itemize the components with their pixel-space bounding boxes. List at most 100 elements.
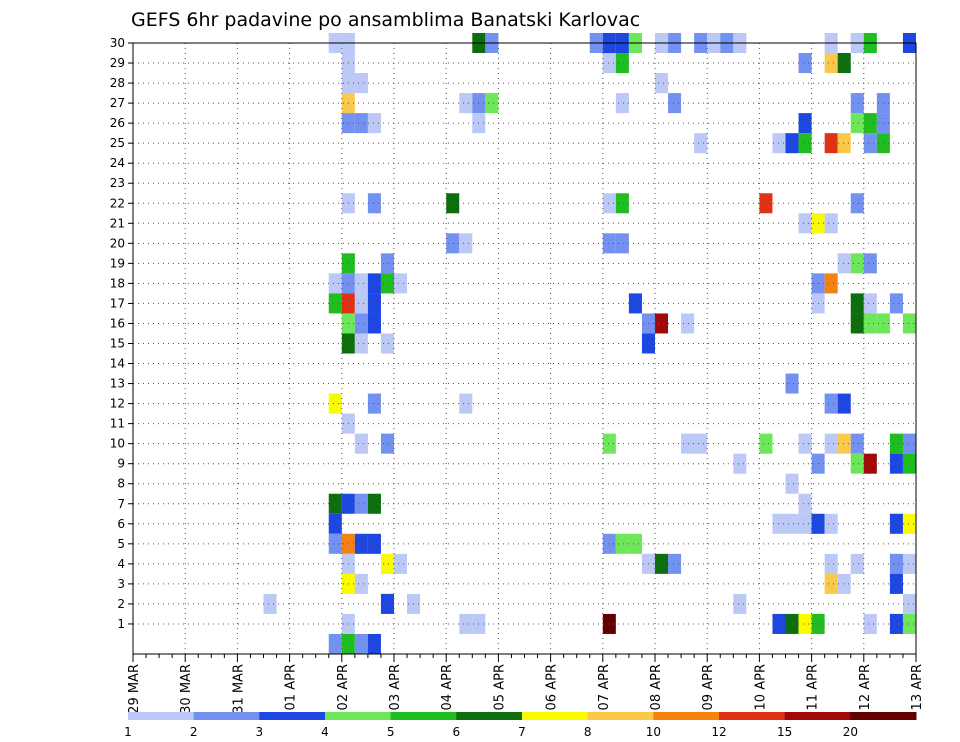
heatmap-cell bbox=[785, 373, 799, 394]
colorbar-swatch bbox=[653, 712, 720, 720]
colorbar-label: 8 bbox=[584, 725, 592, 739]
x-tick-label: 30 MAR bbox=[179, 664, 194, 714]
heatmap-cell bbox=[863, 613, 877, 634]
colorbar-swatch bbox=[587, 712, 654, 720]
y-tick-label: 15 bbox=[110, 336, 125, 350]
heatmap-cell bbox=[485, 93, 499, 114]
colorbar-swatch bbox=[128, 712, 195, 720]
colorbar-label: 3 bbox=[256, 725, 264, 739]
colorbar-swatch bbox=[390, 712, 457, 720]
y-tick-label: 4 bbox=[117, 557, 125, 571]
heatmap-cell bbox=[459, 233, 473, 254]
y-tick-label: 28 bbox=[110, 76, 125, 90]
heatmap-cell bbox=[694, 433, 708, 454]
heatmap-cell bbox=[367, 313, 381, 334]
y-tick-label: 7 bbox=[117, 497, 125, 511]
heatmap-cell bbox=[889, 513, 903, 534]
y-tick-label: 21 bbox=[110, 216, 125, 230]
heatmap-cell bbox=[328, 493, 342, 514]
y-tick-label: 11 bbox=[110, 417, 125, 431]
heatmap-cell bbox=[354, 493, 368, 514]
heatmap-cell bbox=[380, 333, 394, 354]
y-tick-label: 10 bbox=[110, 437, 125, 451]
y-tick-label: 27 bbox=[110, 96, 125, 110]
x-tick-label: 09 APR bbox=[701, 664, 716, 710]
heatmap-cell bbox=[354, 293, 368, 314]
colorbar-swatch bbox=[193, 712, 260, 720]
heatmap-cell bbox=[354, 273, 368, 294]
heatmap-cell bbox=[863, 113, 877, 134]
x-tick-label: 05 APR bbox=[492, 664, 507, 710]
y-tick-label: 18 bbox=[110, 276, 125, 290]
y-tick-label: 30 bbox=[110, 36, 125, 50]
heatmap-cell bbox=[889, 293, 903, 314]
heatmap-cell bbox=[850, 113, 864, 134]
heatmap-cell bbox=[367, 393, 381, 414]
colorbar-swatch bbox=[784, 712, 851, 720]
heatmap-cell bbox=[354, 73, 368, 94]
colorbar-swatch bbox=[325, 712, 392, 720]
heatmap-cell bbox=[837, 253, 851, 274]
colorbar-label: 15 bbox=[777, 725, 792, 739]
heatmap-cell bbox=[902, 613, 916, 634]
heatmap-cell bbox=[602, 533, 616, 554]
heatmap-cell bbox=[615, 233, 629, 254]
heatmap-cell bbox=[733, 593, 747, 614]
colorbar-label: 2 bbox=[190, 725, 198, 739]
heatmap-cell bbox=[785, 133, 799, 154]
heatmap-cell bbox=[694, 133, 708, 154]
heatmap-cell bbox=[380, 273, 394, 294]
x-tick-label: 31 MAR bbox=[231, 664, 246, 714]
heatmap-cell bbox=[668, 553, 682, 574]
heatmap-cell bbox=[668, 93, 682, 114]
heatmap-cell bbox=[798, 433, 812, 454]
heatmap-cell bbox=[367, 113, 381, 134]
x-tick-label: 07 APR bbox=[597, 664, 612, 710]
heatmap-cell bbox=[798, 113, 812, 134]
heatmap-cell bbox=[328, 633, 342, 654]
heatmap-cell bbox=[850, 193, 864, 214]
x-tick-label: 13 APR bbox=[910, 664, 925, 710]
colorbar-label: 10 bbox=[646, 725, 661, 739]
colorbar-swatch bbox=[259, 712, 326, 720]
x-tick-label: 04 APR bbox=[440, 664, 455, 710]
y-tick-label: 5 bbox=[117, 537, 125, 551]
heatmap-cell bbox=[655, 553, 669, 574]
colorbar-swatch bbox=[850, 712, 917, 720]
x-tick-label: 08 APR bbox=[649, 664, 664, 710]
heatmap-cell bbox=[863, 293, 877, 314]
heatmap-cell bbox=[850, 553, 864, 574]
colorbar-label: 6 bbox=[453, 725, 461, 739]
heatmap-cell bbox=[367, 533, 381, 554]
y-tick-label: 29 bbox=[110, 56, 125, 70]
heatmap-cell bbox=[446, 193, 460, 214]
heatmap-cell bbox=[380, 433, 394, 454]
heatmap-cell bbox=[785, 613, 799, 634]
heatmap-cell bbox=[902, 513, 916, 534]
y-tick-label: 20 bbox=[110, 236, 125, 250]
colorbar-label: 5 bbox=[387, 725, 395, 739]
heatmap-cell bbox=[902, 593, 916, 614]
x-tick-label: 01 APR bbox=[284, 664, 299, 710]
heatmap-cell bbox=[328, 293, 342, 314]
heatmap-cell bbox=[602, 613, 616, 634]
x-tick-label: 02 APR bbox=[336, 664, 351, 710]
heatmap-cell bbox=[328, 533, 342, 554]
heatmap-cell bbox=[889, 433, 903, 454]
colorbar-label: 4 bbox=[321, 725, 329, 739]
y-tick-label: 25 bbox=[110, 136, 125, 150]
heatmap-cell bbox=[902, 433, 916, 454]
heatmap-cell bbox=[354, 333, 368, 354]
colorbar-label: 12 bbox=[711, 725, 726, 739]
heatmap-cell bbox=[733, 453, 747, 474]
heatmap-cell bbox=[889, 613, 903, 634]
heatmap-cell bbox=[785, 473, 799, 494]
heatmap-cell bbox=[902, 453, 916, 474]
colorbar: 1 2 3 4 5 6 7 8 10 12 15 20 bbox=[124, 712, 917, 739]
heatmap-cell bbox=[824, 513, 838, 534]
y-tick-label: 12 bbox=[110, 397, 125, 411]
heatmap-cell bbox=[902, 553, 916, 574]
colorbar-label: 7 bbox=[518, 725, 526, 739]
heatmap-cell bbox=[850, 253, 864, 274]
x-tick-label: 06 APR bbox=[545, 664, 560, 710]
